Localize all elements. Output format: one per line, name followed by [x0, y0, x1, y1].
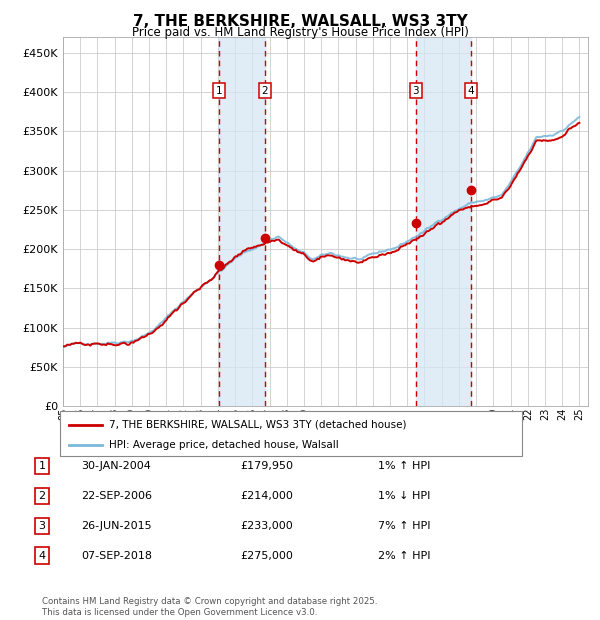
Text: 7% ↑ HPI: 7% ↑ HPI — [378, 521, 431, 531]
Bar — [416, 37, 470, 406]
Text: 2: 2 — [38, 491, 46, 501]
Text: Price paid vs. HM Land Registry's House Price Index (HPI): Price paid vs. HM Land Registry's House … — [131, 26, 469, 39]
Text: Contains HM Land Registry data © Crown copyright and database right 2025.
This d: Contains HM Land Registry data © Crown c… — [42, 598, 377, 617]
Text: 7, THE BERKSHIRE, WALSALL, WS3 3TY (detached house): 7, THE BERKSHIRE, WALSALL, WS3 3TY (deta… — [109, 420, 407, 430]
Text: 1% ↑ HPI: 1% ↑ HPI — [378, 461, 430, 471]
Text: £233,000: £233,000 — [240, 521, 293, 531]
Text: 3: 3 — [38, 521, 46, 531]
Text: 07-SEP-2018: 07-SEP-2018 — [81, 551, 152, 560]
Text: 30-JAN-2004: 30-JAN-2004 — [81, 461, 151, 471]
Text: 4: 4 — [467, 86, 474, 95]
Text: £214,000: £214,000 — [240, 491, 293, 501]
Text: 1: 1 — [216, 86, 223, 95]
Text: 2% ↑ HPI: 2% ↑ HPI — [378, 551, 431, 560]
Text: £275,000: £275,000 — [240, 551, 293, 560]
Text: 7, THE BERKSHIRE, WALSALL, WS3 3TY: 7, THE BERKSHIRE, WALSALL, WS3 3TY — [133, 14, 467, 29]
Text: HPI: Average price, detached house, Walsall: HPI: Average price, detached house, Wals… — [109, 440, 339, 450]
Text: 22-SEP-2006: 22-SEP-2006 — [81, 491, 152, 501]
Text: 1: 1 — [38, 461, 46, 471]
Text: £179,950: £179,950 — [240, 461, 293, 471]
Bar — [219, 37, 265, 406]
Text: 3: 3 — [412, 86, 419, 95]
Text: 4: 4 — [38, 551, 46, 560]
Text: 26-JUN-2015: 26-JUN-2015 — [81, 521, 152, 531]
Text: 1% ↓ HPI: 1% ↓ HPI — [378, 491, 430, 501]
Text: 2: 2 — [262, 86, 268, 95]
